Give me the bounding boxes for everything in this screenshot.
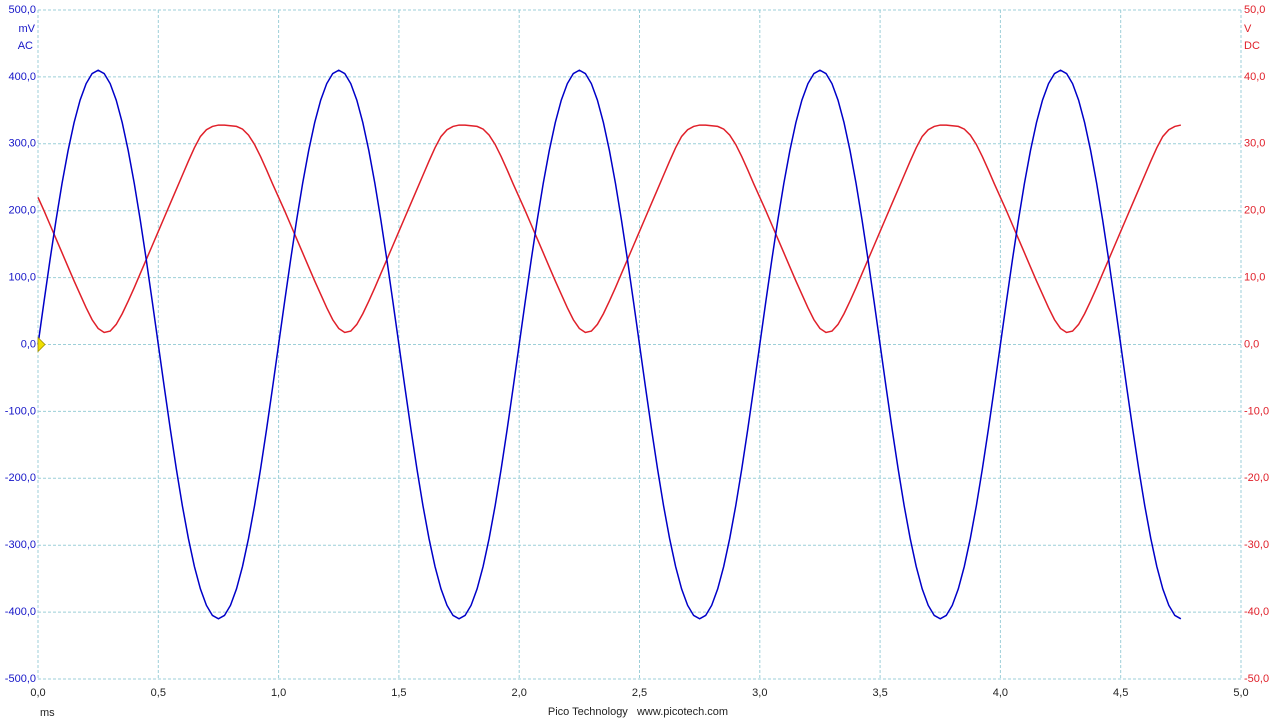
y-tick-label: -400,0 <box>5 606 36 618</box>
y-tick-label: -500,0 <box>5 673 36 685</box>
x-tick-label: 0,0 <box>30 687 45 699</box>
y-tick-label: 200,0 <box>8 205 36 217</box>
y2-tick-label: -40,0 <box>1244 606 1269 618</box>
x-tick-label: 4,5 <box>1113 687 1128 699</box>
y2-tick-label: -10,0 <box>1244 405 1269 417</box>
y-tick-label: 500,0 <box>8 4 36 16</box>
y2-tick-label: 30,0 <box>1244 138 1265 150</box>
x-tick-label: 5,0 <box>1233 687 1248 699</box>
y2-tick-label: 20,0 <box>1244 205 1265 217</box>
x-tick-label: 3,0 <box>752 687 767 699</box>
y2-tick-label: -20,0 <box>1244 472 1269 484</box>
y-unit: mV <box>19 23 36 35</box>
y2-tick-label: 10,0 <box>1244 272 1265 284</box>
y-tick-label: 100,0 <box>8 272 36 284</box>
x-tick-label: 1,0 <box>271 687 286 699</box>
y2-mode: DC <box>1244 40 1260 52</box>
y-tick-label: 300,0 <box>8 138 36 150</box>
x-tick-label: 2,5 <box>632 687 647 699</box>
x-unit: ms <box>40 707 55 719</box>
y2-unit: V <box>1244 23 1252 35</box>
x-tick-label: 1,5 <box>391 687 406 699</box>
y-tick-label: 400,0 <box>8 71 36 83</box>
y2-tick-label: 40,0 <box>1244 71 1265 83</box>
series-line <box>37 69 1182 620</box>
y2-tick-label: -30,0 <box>1244 539 1269 551</box>
y2-tick-label: 0,0 <box>1244 338 1259 350</box>
y2-tick-label: 50,0 <box>1244 4 1265 16</box>
trigger-marker <box>37 336 46 353</box>
series-line <box>37 124 1182 334</box>
footer: Pico Technology www.picotech.com <box>548 706 728 718</box>
y-mode: AC <box>18 40 33 52</box>
y-tick-label: -200,0 <box>5 472 36 484</box>
y-tick-label: -300,0 <box>5 539 36 551</box>
y-tick-label: 0,0 <box>21 338 36 350</box>
x-tick-label: 2,0 <box>512 687 527 699</box>
x-tick-label: 0,5 <box>151 687 166 699</box>
x-tick-label: 3,5 <box>872 687 887 699</box>
y-tick-label: -100,0 <box>5 405 36 417</box>
x-tick-label: 4,0 <box>993 687 1008 699</box>
y2-tick-label: -50,0 <box>1244 673 1269 685</box>
